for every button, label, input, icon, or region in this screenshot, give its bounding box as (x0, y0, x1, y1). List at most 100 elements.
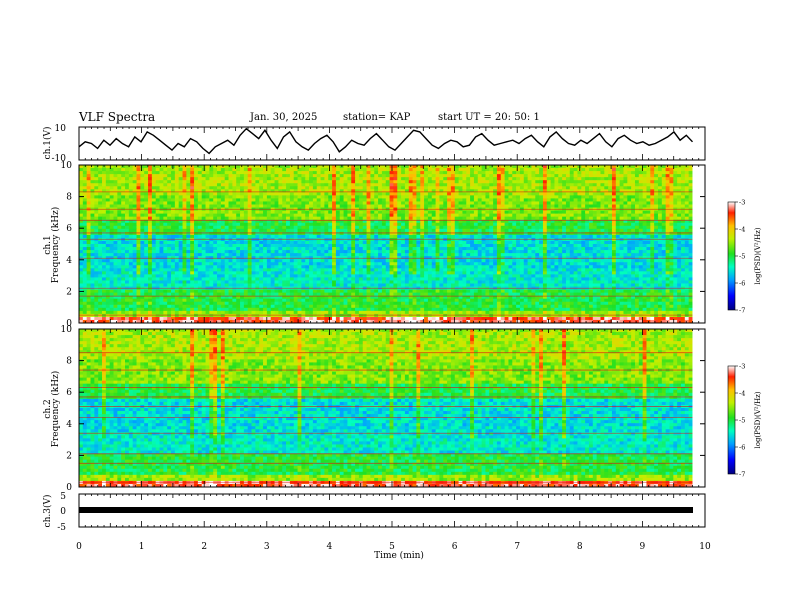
spectrogram-cell (328, 168, 333, 172)
spectrogram-cell (458, 216, 463, 221)
spectrogram-cell (358, 177, 364, 181)
spectrogram-cell (102, 225, 107, 230)
spectrogram-cell (654, 228, 659, 233)
spectrogram-cell (673, 198, 678, 202)
spectrogram-cell (148, 177, 153, 181)
spectrogram-cell (500, 219, 505, 224)
spectrogram-cell (634, 183, 640, 187)
spectrogram-cell (654, 192, 659, 196)
spectrogram-cell (496, 189, 502, 193)
spectrogram-cell (117, 201, 122, 205)
spectrogram-cell (274, 171, 279, 175)
spectrogram-cell (358, 210, 364, 215)
spectrogram-cell (339, 171, 344, 175)
spectrogram-cell (98, 195, 103, 199)
spectrogram-cell (657, 250, 663, 254)
spectrogram-cell (282, 240, 287, 245)
spectrogram-cell (155, 201, 160, 205)
spectrogram-cell (604, 174, 609, 178)
spectrogram-cell (197, 165, 203, 169)
spectrogram-cell (117, 165, 122, 169)
spectrogram-cell (232, 234, 237, 239)
spectrogram-cell (148, 192, 153, 196)
spectrogram-cell (255, 253, 260, 257)
spectrogram-cell (270, 171, 275, 175)
spectrogram-cell (102, 195, 107, 199)
spectrogram-cell (565, 183, 571, 187)
spectrogram-cell (385, 244, 390, 248)
spectrogram-cell (512, 216, 517, 221)
spectrogram-cell (450, 189, 456, 193)
spectrogram-cell (90, 250, 95, 254)
spectrogram-cell (213, 174, 218, 178)
spectrogram-cell (473, 189, 479, 193)
spectrogram-cell (255, 195, 260, 199)
spectrogram-cell (289, 225, 295, 230)
spectrogram-cell (109, 165, 114, 169)
spectrogram-cell (657, 183, 663, 187)
spectrogram-cell (466, 198, 471, 202)
spectrogram-cell (205, 219, 210, 224)
spectrogram-cell (470, 183, 475, 187)
spectrogram-cell (447, 204, 452, 208)
spectrogram-cell (631, 180, 636, 184)
spectrogram-cell (159, 177, 164, 181)
spectrogram-cell (286, 195, 291, 199)
spectrogram-cell (585, 210, 590, 215)
spectrogram-cell (90, 234, 95, 239)
spectrogram-cell (259, 168, 264, 172)
spectrogram-cell (140, 168, 145, 172)
spectrogram-cell (661, 174, 667, 178)
spectrogram-cell (604, 222, 609, 227)
spectrogram-cell (546, 213, 552, 218)
spectrogram-cell (163, 253, 168, 257)
spectrogram-cell (136, 244, 141, 248)
spectrogram-cell (657, 231, 663, 236)
spectrogram-cell (401, 247, 406, 251)
spectrogram-cell (401, 201, 406, 205)
spectrogram-cell (328, 210, 333, 215)
spectrogram-cell (642, 228, 647, 233)
spectrogram-cell (128, 225, 134, 230)
spectrogram-cell (355, 204, 360, 208)
spectrogram-cell (339, 213, 344, 218)
spectrogram-cell (654, 165, 659, 169)
spectrogram-cell (542, 225, 548, 230)
spectrogram-cell (496, 219, 502, 224)
spectrogram-cell (324, 201, 329, 205)
spectrogram-cell (381, 216, 387, 221)
spectrogram-cell (485, 171, 490, 175)
spectrogram-cell (454, 171, 459, 175)
spectrogram-cell (378, 171, 383, 175)
spectrogram-cell (608, 216, 613, 221)
spectrogram-cell (174, 183, 180, 187)
spectrogram-cell (554, 201, 559, 205)
spectrogram-cell (374, 198, 379, 202)
spectrogram-cell (531, 244, 536, 248)
spectrogram-cell (550, 222, 555, 227)
spectrogram-cell (201, 201, 206, 205)
spectrogram-cell (94, 240, 99, 245)
spectrogram-cell (243, 216, 249, 221)
spectrogram-cell (136, 177, 141, 181)
spectrogram-cell (439, 213, 444, 218)
spectrogram-cell (470, 213, 475, 218)
spectrogram-cell (128, 186, 134, 190)
spectrogram-cell (186, 189, 191, 193)
spectrogram-cell (121, 222, 126, 227)
spectrogram-cell (412, 228, 417, 233)
spectrogram-cell (247, 195, 252, 199)
spectrogram-cell (94, 177, 99, 181)
spectrogram-cell (611, 234, 617, 239)
spectrogram-cell (332, 222, 337, 227)
spectrogram-cell (151, 216, 157, 221)
spectrogram-cell (86, 198, 91, 202)
spectrogram-cell (389, 247, 394, 251)
spectrogram-cell (217, 231, 222, 236)
spectrogram-cell (128, 240, 134, 245)
spectrogram-cell (592, 165, 598, 169)
spectrogram-cell (278, 198, 283, 202)
spectrogram-cell (186, 213, 191, 218)
spectrogram-cell (592, 244, 598, 248)
spectrogram-cell (282, 210, 287, 215)
